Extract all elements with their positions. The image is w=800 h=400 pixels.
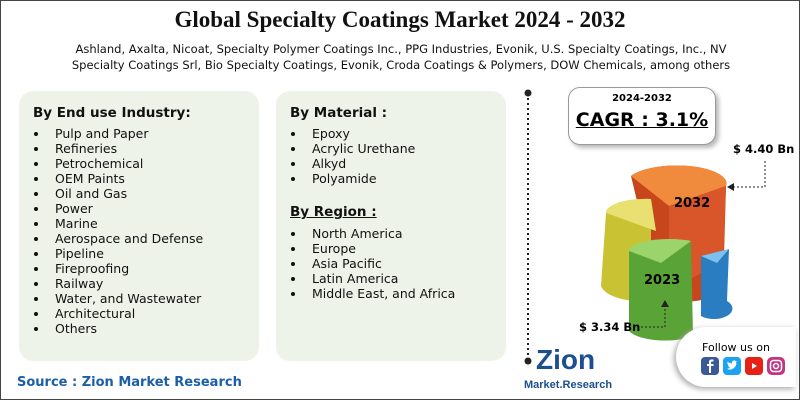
list-item: Polyamide	[306, 171, 506, 186]
list-item: Water, and Wastewater	[49, 291, 259, 306]
cagr-value: CAGR : 3.1%	[575, 109, 709, 131]
material-panel: By Material : EpoxyAcrylic UrethaneAlkyd…	[276, 91, 506, 361]
list-item: Asia Pacific	[306, 256, 506, 271]
logo-sub: Market.Research	[524, 379, 612, 391]
list-item: OEM Paints	[49, 171, 259, 186]
social-label: Follow us on	[702, 341, 770, 354]
list-item: Railway	[49, 276, 259, 291]
section-heading: By Region :	[290, 204, 377, 220]
list: North AmericaEuropeAsia PacificLatin Ame…	[276, 226, 506, 301]
end-use-panel: By End use Industry: Pulp and PaperRefin…	[19, 91, 259, 361]
list-item: Pipeline	[49, 246, 259, 261]
list-item: Fireproofing	[49, 261, 259, 276]
pie-label: 2032	[674, 196, 710, 211]
dot	[524, 357, 532, 365]
list-item: Europe	[306, 241, 506, 256]
list-item: Marine	[49, 216, 259, 231]
list: Pulp and PaperRefineriesPetrochemicalOEM…	[19, 126, 259, 336]
list-item: Others	[49, 321, 259, 336]
social-box: Follow us on	[676, 327, 796, 387]
social-icons	[701, 357, 785, 375]
list: EpoxyAcrylic UrethaneAlkydPolyamide	[276, 126, 506, 186]
list-item: Aerospace and Defense	[49, 231, 259, 246]
list-item: Latin America	[306, 271, 506, 286]
pie-label: 2023	[644, 273, 680, 288]
value-label: $ 4.40 Bn	[733, 142, 794, 156]
list-item: North America	[306, 226, 506, 241]
source: Source : Zion Market Research	[17, 375, 242, 390]
instagram-icon[interactable]	[767, 357, 785, 375]
list-item: Middle East, and Africa	[306, 286, 506, 301]
logo: Zion	[536, 344, 595, 375]
title: Global Specialty Coatings Market 2024 - …	[174, 7, 626, 32]
list-item: Refineries	[49, 141, 259, 156]
list-item: Architectural	[49, 306, 259, 321]
section-heading: By End use Industry:	[33, 105, 191, 121]
dot	[524, 89, 532, 97]
pie-graphic	[601, 165, 733, 341]
list-item: Alkyd	[306, 156, 506, 171]
cagr-box: 2024-2032 CAGR : 3.1%	[568, 87, 716, 145]
subtitle: Ashland, Axalta, Nicoat, Specialty Polym…	[71, 42, 731, 72]
list-item: Power	[49, 201, 259, 216]
list-item: Acrylic Urethane	[306, 141, 506, 156]
cagr-period: 2024-2032	[612, 93, 672, 104]
value-label: $ 3.34 Bn	[579, 320, 640, 334]
list-item: Epoxy	[306, 126, 506, 141]
list-item: Oil and Gas	[49, 186, 259, 201]
list-item: Petrochemical	[49, 156, 259, 171]
list-item: Pulp and Paper	[49, 126, 259, 141]
section-heading: By Material :	[290, 105, 388, 121]
